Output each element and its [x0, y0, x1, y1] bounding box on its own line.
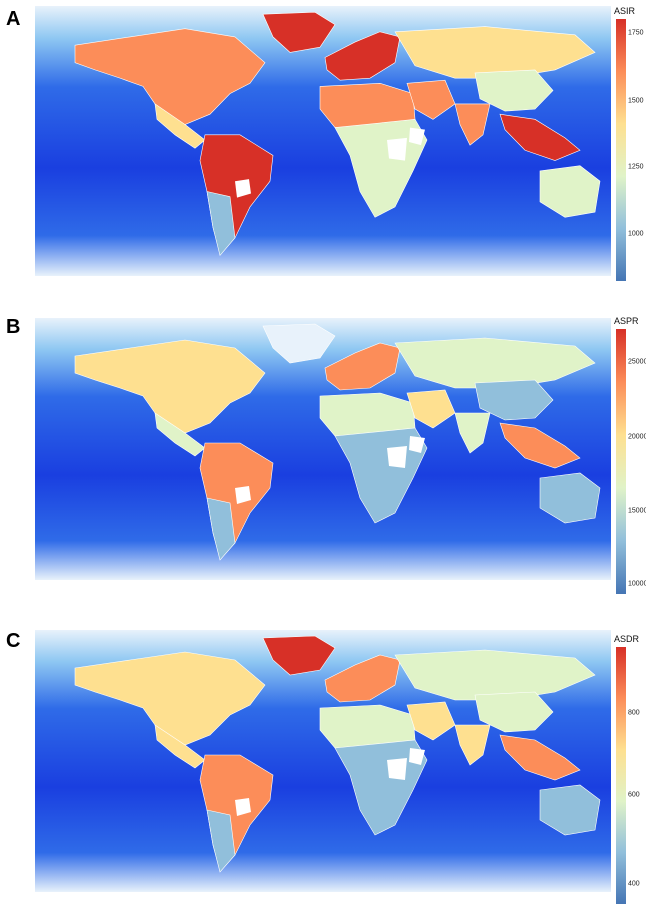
region-no-data-horn [409, 748, 425, 765]
legend-tick-aspr-15000: 15000 [628, 507, 646, 515]
region-russia-asia [394, 26, 596, 79]
region-china [474, 69, 554, 112]
region-north-america [74, 28, 266, 125]
region-north-america [74, 339, 266, 434]
region-north-america [74, 651, 266, 746]
legend-asdr: ASDR 800 600 400 [614, 634, 646, 904]
region-no-data-east-africa [387, 446, 407, 468]
region-russia-asia [394, 337, 596, 389]
region-no-data-horn [409, 436, 425, 453]
region-south-america-south [206, 497, 236, 561]
region-china [474, 691, 554, 733]
region-no-data-bolivia [235, 798, 251, 816]
region-greenland [262, 323, 336, 364]
region-australia [539, 165, 601, 218]
map-svg-asdr [35, 630, 611, 892]
legend-tick-aspr-10000: 10000 [628, 580, 646, 588]
region-australia [539, 784, 601, 836]
legend-tick-aspr-20000: 20000 [628, 433, 646, 441]
map-svg-asir [35, 6, 611, 276]
legend-tick-asdr-800: 800 [628, 709, 640, 717]
region-middle-east [406, 701, 456, 741]
legend-colorbar-aspr [616, 329, 626, 594]
region-southeast-asia [499, 734, 581, 781]
region-europe [324, 31, 401, 81]
region-no-data-bolivia [235, 179, 251, 198]
region-southeast-asia [499, 113, 581, 161]
region-greenland [262, 635, 336, 676]
region-mexico-central [154, 724, 206, 769]
legend-colorbar-asir [616, 19, 626, 281]
legend-tick-asir-1750: 1750 [628, 29, 644, 37]
region-middle-east [406, 389, 456, 429]
legend-tick-asir-1500: 1500 [628, 97, 644, 105]
world-map-aspr [35, 318, 611, 580]
region-australia [539, 472, 601, 524]
region-no-data-bolivia [235, 486, 251, 504]
legend-aspr: ASPR 25000 20000 15000 10000 [614, 316, 646, 594]
region-mexico-central [154, 103, 206, 149]
region-greenland [262, 11, 336, 53]
region-no-data-east-africa [387, 758, 407, 780]
legend-title-asir: ASIR [614, 6, 636, 16]
legend-tick-asdr-400: 400 [628, 880, 640, 888]
region-india [454, 412, 491, 454]
world-map-asdr [35, 630, 611, 892]
legend-asir: ASIR 1750 1500 1250 1000 [614, 6, 646, 281]
region-south-america-south [206, 809, 236, 873]
region-europe [324, 342, 401, 391]
map-svg-aspr [35, 318, 611, 580]
legend-tick-asdr-600: 600 [628, 791, 640, 799]
region-south-america-south [206, 191, 236, 257]
panel-letter-c: C [6, 630, 21, 652]
legend-title-asdr: ASDR [614, 634, 640, 644]
legend-colorbar-asdr [616, 647, 626, 904]
region-southeast-asia [499, 422, 581, 469]
panel-letter-b: B [6, 316, 21, 338]
region-china [474, 379, 554, 421]
legend-tick-asir-1000: 1000 [628, 230, 644, 238]
region-no-data-east-africa [387, 137, 407, 161]
panel-letter-a: A [6, 8, 21, 30]
legend-tick-asir-1250: 1250 [628, 163, 644, 171]
region-mexico-central [154, 412, 206, 457]
world-map-asir [35, 6, 611, 276]
region-middle-east [406, 79, 456, 120]
region-india [454, 103, 491, 146]
region-russia-asia [394, 649, 596, 701]
legend-title-aspr: ASPR [614, 316, 639, 326]
region-no-data-horn [409, 127, 425, 146]
region-india [454, 724, 491, 766]
region-europe [324, 654, 401, 703]
legend-tick-aspr-25000: 25000 [628, 358, 646, 366]
